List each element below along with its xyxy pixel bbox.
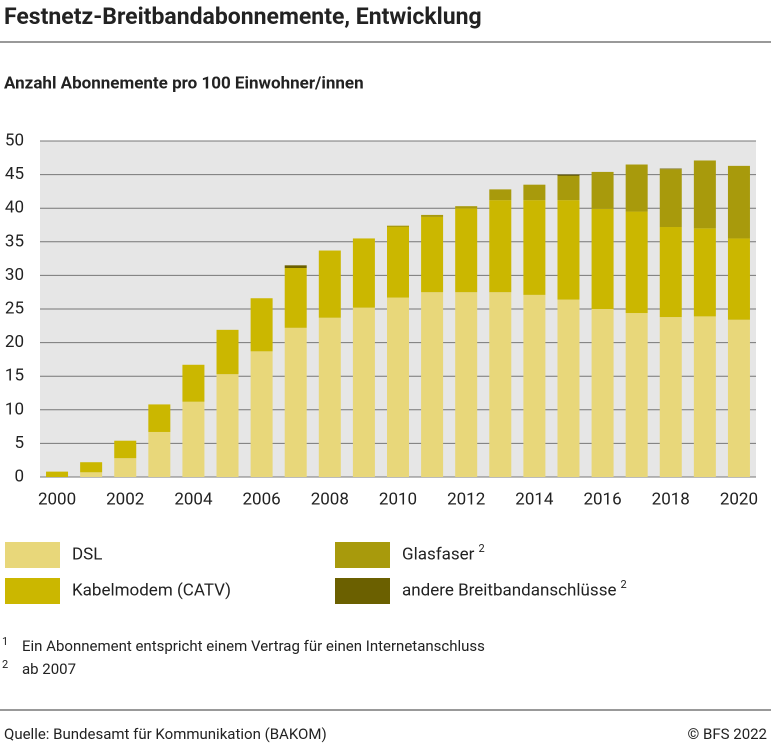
bar-segment <box>693 316 716 477</box>
x-tick-label: 2006 <box>243 489 281 509</box>
y-tick-label: 50 <box>5 130 24 150</box>
bar-segment <box>421 216 444 293</box>
bar-segment <box>455 208 478 293</box>
legend-label: andere Breitbandanschlüsse <box>402 580 616 600</box>
source: Quelle: Bundesamt für Kommunikation (BAK… <box>4 725 327 743</box>
footnote-text: ab 2007 <box>22 660 76 678</box>
x-tick-label: 2010 <box>379 489 417 509</box>
bar-segment <box>318 317 341 477</box>
y-tick-label: 40 <box>5 198 24 218</box>
bar-segment <box>421 214 444 217</box>
bar-segment <box>80 462 103 473</box>
bar-segment <box>387 225 409 228</box>
bar-segment <box>523 200 546 295</box>
bar-segment <box>352 307 375 477</box>
bar-segment <box>591 208 614 309</box>
bar-segment <box>216 374 239 477</box>
x-tick-label: 2020 <box>720 489 758 509</box>
bar-segment <box>46 471 69 477</box>
legend-swatch <box>5 542 60 568</box>
bar-segment <box>455 206 478 209</box>
bar-segment <box>523 184 546 201</box>
x-tick-label: 2002 <box>106 489 144 509</box>
legend-label: Kabelmodem (CATV) <box>72 580 231 600</box>
x-tick-label: 2018 <box>652 489 690 509</box>
chart-title: Festnetz-Breitbandabonnemente, Entwicklu… <box>4 3 482 30</box>
bar-segment <box>148 404 171 432</box>
legend-swatch <box>335 542 390 568</box>
footnote-mark: 2 <box>2 658 8 671</box>
legend-swatch <box>5 578 60 604</box>
legend-swatch <box>335 578 390 604</box>
bar-segment <box>216 329 239 375</box>
legend-label: Glasfaser <box>402 544 475 564</box>
bar-segment <box>387 297 409 477</box>
bar-segment <box>693 160 716 229</box>
bar-segment <box>727 238 750 320</box>
x-tick-label: 2000 <box>38 489 76 509</box>
legend-note: 2 <box>620 578 626 591</box>
bar-segment <box>318 250 341 318</box>
bar-segment <box>625 313 648 477</box>
y-tick-label: 25 <box>5 298 24 318</box>
x-tick-label: 2012 <box>447 489 485 509</box>
footnote-text: Ein Abonnement entspricht einem Vertrag … <box>22 637 485 655</box>
bar-segment <box>557 175 580 201</box>
bar-segment <box>625 164 648 212</box>
y-tick-label: 30 <box>5 265 24 285</box>
bar-segment <box>352 238 375 308</box>
x-tick-label: 2016 <box>583 489 621 509</box>
bar-segment <box>284 327 307 477</box>
y-tick-label: 0 <box>14 466 24 486</box>
subtitle: Anzahl Abonnemente pro 100 Einwohner/inn… <box>4 73 364 93</box>
bar-segment <box>250 351 273 477</box>
bar-segment <box>693 228 716 317</box>
copyright: © BFS 2022 <box>688 725 768 743</box>
bar-segment <box>182 364 205 402</box>
bar-segment <box>182 401 205 477</box>
y-tick-label: 15 <box>5 366 24 386</box>
bar-segment <box>387 227 409 298</box>
bar-segment <box>489 292 512 477</box>
bar-segment <box>421 292 444 477</box>
x-tick-label: 2008 <box>311 489 349 509</box>
bar-segment <box>523 294 546 477</box>
bar-segment <box>591 309 614 477</box>
bar-segment <box>489 189 512 201</box>
bar-segment <box>659 317 682 477</box>
y-tick-label: 35 <box>5 231 24 251</box>
bar-segment <box>659 227 682 318</box>
legend-label: DSL <box>72 544 102 564</box>
y-tick-label: 5 <box>14 433 24 453</box>
bar-segment <box>80 472 103 477</box>
bar-segment <box>557 200 580 300</box>
x-tick-label: 2014 <box>515 489 554 509</box>
bar-segment <box>659 169 682 228</box>
x-tick-label: 2004 <box>174 489 213 509</box>
bar-segment <box>114 440 137 459</box>
legend-note: 2 <box>478 542 484 555</box>
y-tick-label: 45 <box>5 164 24 184</box>
footnote-mark: 1 <box>2 635 8 648</box>
bar-segment <box>455 292 478 477</box>
bar-segment <box>591 171 614 209</box>
bar-segment <box>659 168 682 170</box>
bar-segment <box>557 299 580 477</box>
bar-segment <box>284 268 307 328</box>
y-tick-label: 20 <box>5 332 24 352</box>
bar-segment <box>727 319 750 477</box>
bar-segment <box>625 211 648 314</box>
bar-segment <box>284 265 307 269</box>
bar-segment <box>557 174 580 176</box>
y-tick-label: 10 <box>5 399 24 419</box>
bar-segment <box>250 298 273 352</box>
bar-segment <box>114 458 137 477</box>
bar-segment <box>727 165 750 239</box>
bar-segment <box>148 431 171 477</box>
bar-segment <box>489 200 512 293</box>
